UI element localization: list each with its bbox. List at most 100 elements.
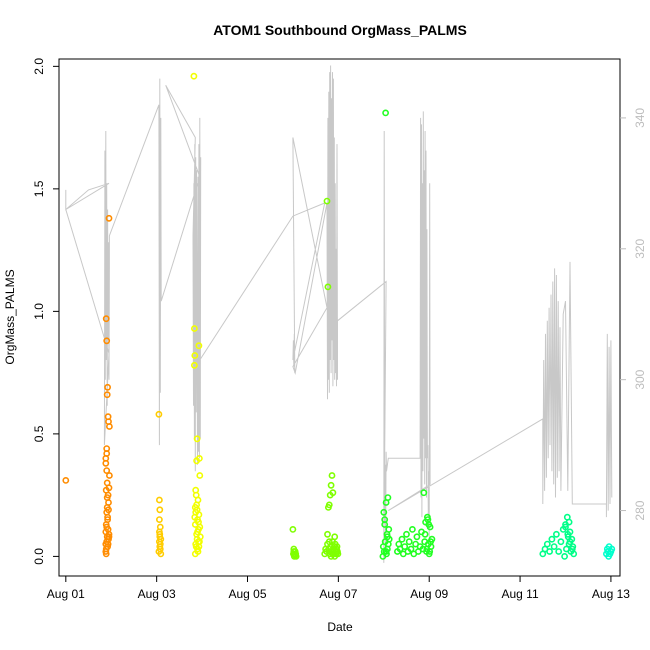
data-point <box>546 548 553 555</box>
data-point <box>102 550 110 558</box>
data-point <box>192 486 200 494</box>
data-point <box>564 530 572 538</box>
data-point <box>381 516 389 523</box>
data-point <box>568 545 576 553</box>
data-point <box>191 550 199 558</box>
data-point <box>543 540 551 548</box>
data-point <box>155 516 163 523</box>
data-point <box>157 550 165 558</box>
data-point <box>426 548 434 555</box>
data-point <box>102 315 110 323</box>
data-point <box>331 533 339 541</box>
data-point <box>380 508 388 516</box>
y-tick-label: 1.0 <box>32 303 46 320</box>
data-point <box>194 528 201 536</box>
x-tick-label: Aug 09 <box>410 587 448 601</box>
data-point <box>424 516 432 523</box>
data-point <box>427 538 434 546</box>
data-point <box>105 506 112 514</box>
data-point <box>557 538 565 546</box>
x-tick-label: Aug 01 <box>47 587 85 601</box>
data-point <box>155 496 163 504</box>
data-point <box>550 543 558 550</box>
series-line-layer <box>65 65 613 563</box>
data-point <box>105 530 113 538</box>
data-point <box>608 545 616 553</box>
data-point <box>190 325 198 332</box>
y-tick-label: 0.0 <box>32 548 46 565</box>
data-point <box>103 337 111 345</box>
data-point <box>383 533 391 541</box>
data-point <box>333 545 340 553</box>
data-point <box>102 459 110 467</box>
chart-title: ATOM1 Southbound OrgMass_PALMS <box>213 22 467 38</box>
data-point <box>105 484 113 492</box>
data-point <box>555 548 563 555</box>
data-point <box>191 352 199 359</box>
right-y-tick-label: 320 <box>633 238 647 258</box>
right-y-axis: 280 300 320 340 <box>620 108 647 521</box>
data-point <box>195 454 203 462</box>
data-point <box>562 523 569 531</box>
data-point <box>566 538 574 546</box>
data-point <box>382 109 389 117</box>
data-point <box>155 410 163 418</box>
data-point <box>190 361 198 369</box>
right-y-tick-label: 280 <box>633 500 647 520</box>
data-point <box>191 513 199 521</box>
data-point <box>289 526 297 533</box>
data-point <box>62 476 70 484</box>
data-point <box>103 391 111 399</box>
data-point <box>156 506 164 514</box>
y-tick-label: 1.5 <box>32 180 46 197</box>
data-point-layer <box>62 72 616 560</box>
data-point <box>413 533 421 541</box>
x-axis: Aug 01 Aug 03 Aug 05 Aug 07 Aug 09 Aug 11 Aug … <box>47 576 630 601</box>
right-y-tick-label: 340 <box>633 108 647 128</box>
data-point <box>328 472 336 479</box>
data-point <box>561 553 568 560</box>
data-point <box>106 423 113 430</box>
data-point <box>324 283 332 291</box>
x-tick-label: Aug 05 <box>228 587 266 601</box>
x-tick-label: Aug 13 <box>592 587 630 601</box>
data-point <box>401 543 409 550</box>
data-point <box>196 472 204 479</box>
data-point <box>327 553 335 560</box>
right-y-tick-label: 300 <box>633 369 647 389</box>
data-point <box>104 513 111 521</box>
data-point <box>329 489 337 497</box>
data-point <box>106 472 113 479</box>
data-point <box>408 526 416 533</box>
data-point <box>156 523 164 531</box>
data-point <box>323 197 331 205</box>
data-point <box>382 548 390 555</box>
data-point <box>103 467 111 474</box>
x-axis-label: Date <box>327 620 353 634</box>
data-point <box>398 535 406 543</box>
data-point <box>105 214 113 222</box>
data-point <box>103 450 111 457</box>
data-point <box>193 435 201 443</box>
y-tick-label: 2.0 <box>32 58 46 75</box>
data-point <box>103 523 111 531</box>
data-point <box>193 506 201 514</box>
series-line <box>65 65 613 563</box>
y-axis-label: OrgMass_PALMS <box>3 269 17 364</box>
y-axis: 0.0 0.5 1.0 1.5 2.0 <box>32 58 59 565</box>
data-point <box>384 494 392 501</box>
x-tick-label: Aug 07 <box>319 587 357 601</box>
x-tick-label: Aug 11 <box>501 587 538 601</box>
data-point <box>104 516 111 523</box>
data-point <box>195 543 203 550</box>
data-point <box>421 530 429 538</box>
data-point <box>327 481 335 489</box>
data-point <box>325 538 333 546</box>
data-point <box>104 383 111 391</box>
data-point <box>291 551 299 559</box>
y-tick-label: 0.5 <box>32 425 46 442</box>
data-point <box>565 518 573 526</box>
x-tick-label: Aug 03 <box>138 587 176 601</box>
plot-frame <box>58 58 621 577</box>
